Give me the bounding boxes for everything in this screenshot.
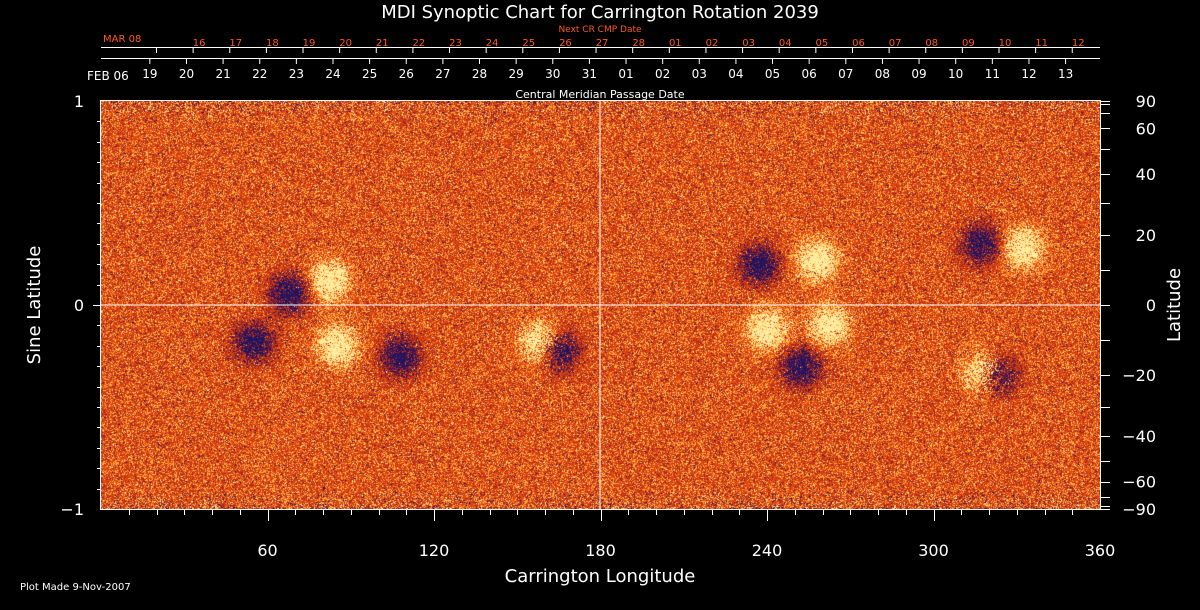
next-cr-date-label: 27 xyxy=(596,38,609,49)
y-axis-right-label: Latitude xyxy=(1164,268,1185,342)
cmp-date-label: 01 xyxy=(618,67,633,81)
lat-tick-label: 60 xyxy=(1136,119,1156,138)
cmp-date-label: 25 xyxy=(362,67,377,81)
y-axis-left-label: Sine Latitude xyxy=(24,246,45,365)
cmp-date-label: 30 xyxy=(545,67,560,81)
lat-tick-label: 90 xyxy=(1136,92,1156,111)
cmp-first-date: FEB 06 xyxy=(87,69,129,83)
next-cr-date-label: 10 xyxy=(999,38,1012,49)
cmp-date-label: 22 xyxy=(252,67,267,81)
next-cr-date-label: 22 xyxy=(413,38,426,49)
y-tick-label: 1 xyxy=(74,92,84,111)
x-tick-label: 300 xyxy=(918,541,949,560)
lat-tick-label: −20 xyxy=(1122,366,1156,385)
next-cr-date-label: 20 xyxy=(339,38,352,49)
next-cr-date-label: 09 xyxy=(962,38,975,49)
cmp-date-label: 12 xyxy=(1021,67,1036,81)
next-cr-date-label: 16 xyxy=(193,38,206,49)
next-cr-date-label: 07 xyxy=(889,38,902,49)
cmp-date-label: 09 xyxy=(911,67,926,81)
cmp-date-label: 06 xyxy=(802,67,817,81)
next-cr-date-label: 11 xyxy=(1035,38,1048,49)
cmp-date-label: 02 xyxy=(655,67,670,81)
cmp-date-label: 24 xyxy=(325,67,340,81)
next-cr-date-label: 28 xyxy=(632,38,645,49)
next-cr-date-label: 12 xyxy=(1072,38,1085,49)
next-cr-date-label: 01 xyxy=(669,38,682,49)
next-cr-date-label: 24 xyxy=(486,38,499,49)
y-tick-label: 0 xyxy=(74,296,84,315)
cmp-date-label: 28 xyxy=(472,67,487,81)
cmp-date-label: 19 xyxy=(142,67,157,81)
cmp-date-label: 23 xyxy=(289,67,304,81)
cmp-date-label: 05 xyxy=(765,67,780,81)
sine-latitude-axis: 1 0 −1 xyxy=(60,92,101,519)
lat-tick-label: −60 xyxy=(1122,473,1156,492)
cmp-date-label: 29 xyxy=(508,67,523,81)
cmp-date-label: 07 xyxy=(838,67,853,81)
lat-tick-label: 0 xyxy=(1146,296,1156,315)
cmp-date-label: 27 xyxy=(435,67,450,81)
cmp-axis-label: Central Meridian Passage Date xyxy=(515,88,684,101)
next-cr-date-label: 25 xyxy=(522,38,535,49)
cmp-date-label: 13 xyxy=(1058,67,1073,81)
next-cr-date-label: 17 xyxy=(229,38,242,49)
next-cr-date-label: 19 xyxy=(303,38,316,49)
lat-tick-label: 20 xyxy=(1136,226,1156,245)
cmp-date-label: 11 xyxy=(985,67,1000,81)
next-cr-date-label: 04 xyxy=(779,38,792,49)
chart-title: MDI Synoptic Chart for Carrington Rotati… xyxy=(381,2,819,23)
next-cr-date-label: 02 xyxy=(706,38,719,49)
x-tick-label: 360 xyxy=(1085,541,1116,560)
plot-made-date: Plot Made 9-Nov-2007 xyxy=(20,582,131,593)
cmp-date-label: 10 xyxy=(948,67,963,81)
longitude-axis: 60 120 180 240 300 360 xyxy=(129,509,1116,560)
next-cr-date-label: 21 xyxy=(376,38,389,49)
next-cr-date-label: 26 xyxy=(559,38,572,49)
next-cr-date-label: 03 xyxy=(742,38,755,49)
next-cr-first-date: MAR 08 xyxy=(103,34,141,45)
x-tick-label: 120 xyxy=(419,541,450,560)
next-cr-axis-label: Next CR CMP Date xyxy=(558,25,642,35)
cmp-date-label: 31 xyxy=(582,67,597,81)
lat-tick-label: 40 xyxy=(1136,165,1156,184)
next-cr-date-label: 06 xyxy=(852,38,865,49)
cmp-date-label: 08 xyxy=(875,67,890,81)
cmp-date-axis: 13 12 11 10 09 08 07 06 05 04 03 02 01 31 30 29 28 27 26 25… xyxy=(101,58,1100,81)
x-tick-label: 180 xyxy=(585,541,616,560)
next-cr-date-label: 08 xyxy=(925,38,938,49)
next-cr-date-label: 05 xyxy=(815,38,828,49)
latitude-axis: 90 60 40 20 0 −20 −40 −60 −90 xyxy=(1100,92,1156,519)
cmp-date-label: 04 xyxy=(728,67,743,81)
cmp-date-label: 21 xyxy=(215,67,230,81)
next-cr-date-label: 18 xyxy=(266,38,279,49)
cmp-date-label: 20 xyxy=(179,67,194,81)
next-cr-date-label: 23 xyxy=(449,38,462,49)
cmp-date-label: 26 xyxy=(399,67,414,81)
x-tick-label: 240 xyxy=(752,541,783,560)
next-cr-axis: 12 11 10 09 08 07 06 05 04 03 02 01 28 27 26 25 24 23 22 21… xyxy=(101,38,1100,53)
x-tick-label: 60 xyxy=(257,541,277,560)
cmp-date-label: 03 xyxy=(692,67,707,81)
y-tick-label: −1 xyxy=(60,500,84,519)
lat-tick-label: −90 xyxy=(1122,500,1156,519)
plot-area xyxy=(100,100,1101,510)
lat-tick-label: −40 xyxy=(1122,427,1156,446)
x-axis-label: Carrington Longitude xyxy=(505,566,696,587)
